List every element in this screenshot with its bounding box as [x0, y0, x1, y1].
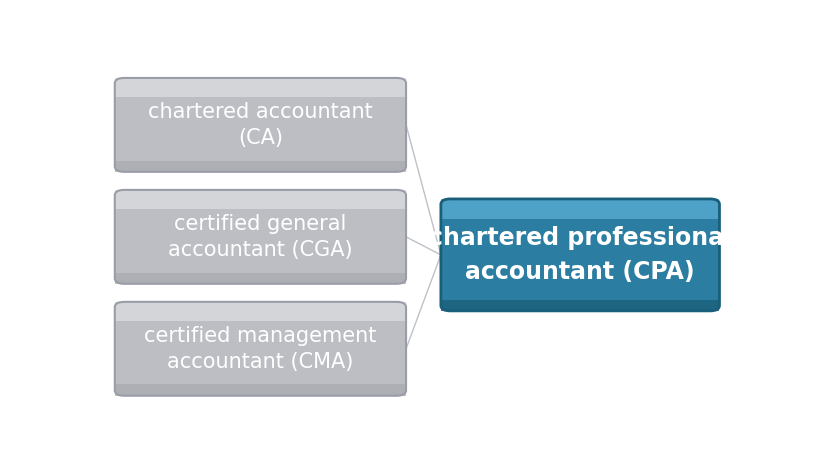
FancyBboxPatch shape [114, 302, 406, 321]
FancyBboxPatch shape [114, 190, 406, 284]
FancyBboxPatch shape [441, 199, 720, 311]
Text: certified general
accountant (CGA): certified general accountant (CGA) [168, 214, 353, 260]
Text: chartered accountant
(CA): chartered accountant (CA) [148, 102, 373, 148]
FancyBboxPatch shape [114, 78, 406, 97]
FancyBboxPatch shape [441, 300, 720, 311]
Text: chartered professional
accountant (CPA): chartered professional accountant (CPA) [429, 226, 732, 284]
FancyBboxPatch shape [114, 190, 406, 209]
FancyBboxPatch shape [114, 385, 406, 396]
Text: certified management
accountant (CMA): certified management accountant (CMA) [145, 325, 377, 372]
FancyBboxPatch shape [114, 302, 406, 396]
FancyBboxPatch shape [114, 78, 406, 172]
FancyBboxPatch shape [441, 199, 720, 219]
FancyBboxPatch shape [114, 160, 406, 172]
FancyBboxPatch shape [114, 272, 406, 284]
